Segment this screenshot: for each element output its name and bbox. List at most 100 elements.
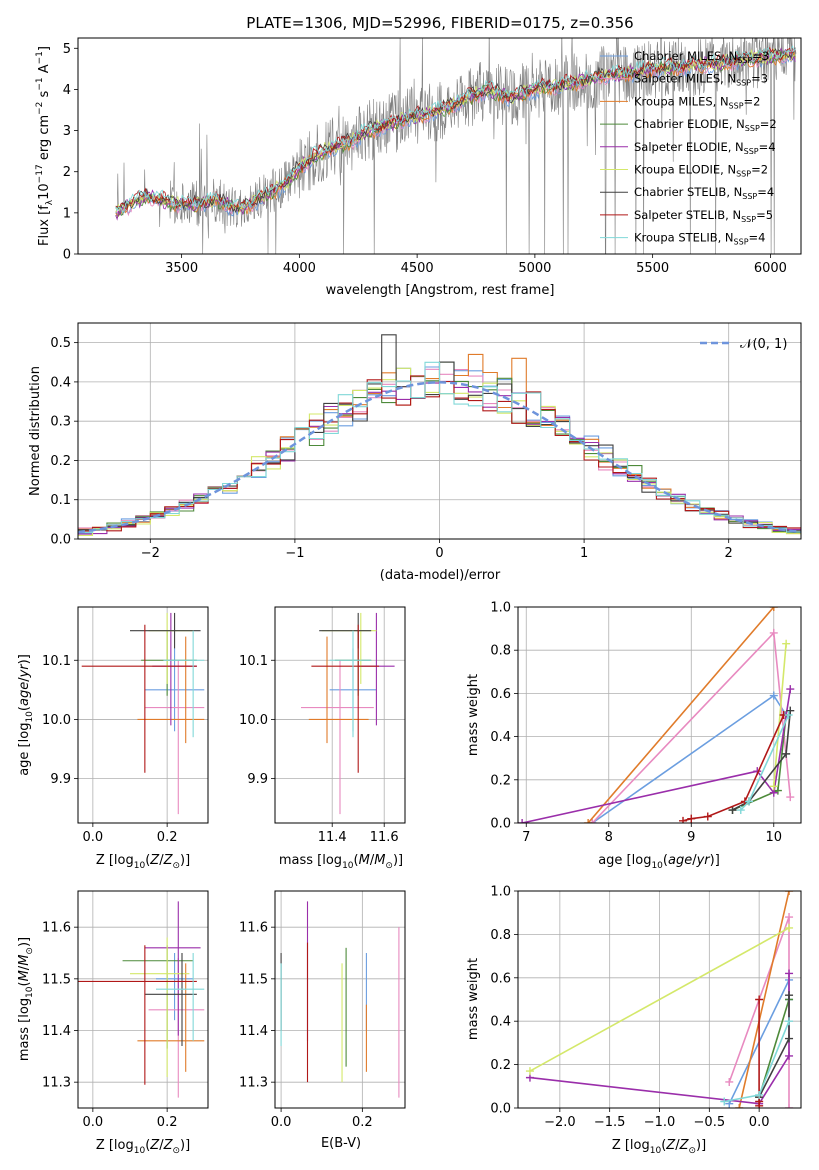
- weight-vs-metallicity-ticks: −2.0 −1.5 −1.0 −0.5 0.0 0.0 0.2 0.4 0.6 0.8 1.0: [490, 885, 769, 1131]
- errorbar-point: [81, 624, 197, 773]
- y-tick-label: 0.0: [490, 1102, 511, 1117]
- weight-series-line: [738, 891, 790, 1108]
- weight-marker: [782, 639, 791, 648]
- y-tick-label: 9.9: [247, 772, 268, 787]
- age-vs-mass-panel: 11.4 11.6 9.9 10.0 10.1 mass [log10(M/M⊙)]: [239, 606, 406, 871]
- errorbar-point: [78, 945, 197, 1085]
- x-tick-label: 6000: [754, 261, 787, 276]
- errorbar-point: [122, 945, 194, 1049]
- weight-marker: [679, 816, 688, 823]
- y-tick-label: 1.0: [490, 601, 511, 616]
- age-vs-metallicity-plot-area: [78, 607, 208, 823]
- age-vs-metallicity-frame: [77, 606, 209, 824]
- clipped-marks: [275, 891, 405, 1108]
- y-tick-label: 1: [63, 206, 71, 221]
- clipped-marks: [518, 891, 801, 1108]
- x-tick-label: 4000: [283, 261, 316, 276]
- mass-vs-metallicity-panel: 0.0 0.2 11.3 11.4 11.5 11.6 Z [log10(Z/Z⊙)] m…: [17, 890, 209, 1156]
- x-tick-label: 9: [687, 830, 695, 845]
- y-tick-label: 0.6: [490, 971, 511, 986]
- errorbar-point: [358, 612, 395, 726]
- weight-marker: [687, 814, 696, 823]
- y-tick-label: 9.9: [50, 772, 71, 787]
- y-tick-label: 11.3: [239, 1076, 268, 1091]
- y-tick-label: 11.5: [239, 972, 268, 987]
- y-tick-label: 10.0: [42, 713, 71, 728]
- spectrum-ticks: 3500 4000 4500 5000 5500 6000 0 1 2 3 4 5: [63, 42, 787, 276]
- age-vs-mass-frame: [274, 606, 406, 824]
- y-tick-label: 11.5: [42, 972, 71, 987]
- x-tick-label: 0.2: [157, 830, 178, 845]
- x-tick-label: 11.4: [318, 830, 347, 845]
- weight-series: [679, 711, 788, 823]
- weight-marker: [786, 685, 795, 694]
- y-tick-label: 0.0: [490, 817, 511, 832]
- y-tick-label: 11.6: [42, 921, 71, 936]
- legend-entry: Salpeter MILES, NSSP=3: [634, 72, 768, 88]
- weight-marker: [769, 691, 778, 700]
- weight-marker: [584, 819, 593, 823]
- errorbar-point: [144, 953, 197, 1046]
- weight-marker: [785, 969, 794, 978]
- y-tick-label: 0.0: [50, 533, 71, 548]
- y-tick-label: 0.4: [490, 730, 511, 745]
- x-tick-label: −1.5: [594, 1115, 626, 1130]
- weight-series: [588, 628, 795, 823]
- legend-entry: Salpeter ELODIE, NSSP=4: [634, 140, 776, 156]
- weight-marker: [782, 749, 791, 758]
- age-vs-mass-xlabel: mass [log10(M/M⊙)]: [279, 853, 403, 871]
- legend-entry: Chabrier MILES, NSSP=3: [634, 49, 769, 65]
- weight-vs-age-ylabel: mass weight: [466, 674, 481, 756]
- y-tick-label: 10.1: [42, 654, 71, 669]
- weight-series: [735, 891, 794, 1108]
- weight-marker: [785, 1017, 794, 1026]
- age-vs-metallicity-ylabel: age [log10(age/yr)]: [17, 654, 35, 776]
- errorbar-point: [163, 630, 205, 738]
- weight-marker: [769, 628, 778, 637]
- residuals-panel: −2 −1 0 1 2 0.0 0.1 0.2 0.3 0.4 0.5 (data-model)/e…: [28, 322, 802, 583]
- weight-marker: [769, 782, 778, 791]
- weight-marker: [786, 706, 795, 715]
- weight-marker: [703, 812, 712, 821]
- x-tick-label: 1: [580, 546, 588, 561]
- y-tick-label: 0: [63, 248, 71, 263]
- errorbar-point: [144, 648, 205, 732]
- weight-vs-age-frame: [517, 606, 802, 824]
- x-tick-label: −0.5: [694, 1115, 726, 1130]
- y-tick-label: 0.2: [50, 454, 71, 469]
- legend-entry: Kroupa ELODIE, NSSP=2: [634, 163, 768, 179]
- weight-marker: [784, 711, 793, 719]
- mass-vs-extinction-panel: 0.0 0.2 11.3 11.4 11.5 11.6 E(B-V): [239, 890, 406, 1151]
- x-tick-label: 3500: [165, 261, 198, 276]
- weight-marker: [785, 913, 794, 922]
- errorbar-point: [311, 624, 379, 773]
- y-tick-label: 10.0: [239, 713, 268, 728]
- x-tick-label: 0.2: [157, 1115, 178, 1130]
- x-tick-label: 0.0: [83, 1115, 104, 1130]
- y-tick-label: 0.1: [50, 493, 71, 508]
- weight-marker: [773, 786, 782, 795]
- y-tick-label: 11.4: [42, 1024, 71, 1039]
- spectrum-panel: 3500 4000 4500 5000 5500 6000 0 1 2 3 4 5 wavelengt…: [35, 37, 802, 298]
- mass-vs-metallicity-ylabel: mass [log10(M/M⊙)]: [17, 937, 35, 1061]
- weight-marker: [785, 1051, 794, 1060]
- weight-series: [736, 711, 793, 815]
- observed-spectrum-line: [115, 38, 797, 254]
- residuals-ticks: −2 −1 0 1 2 0.0 0.1 0.2 0.3 0.4 0.5: [50, 336, 733, 561]
- y-tick-label: 0.8: [490, 644, 511, 659]
- errorbar-point: [130, 612, 201, 649]
- x-tick-label: 5000: [518, 261, 551, 276]
- weight-vs-age-plot-area: [518, 607, 801, 823]
- clipped-marks: [78, 607, 208, 823]
- y-tick-label: 0.6: [490, 687, 511, 702]
- errorbar-point: [301, 660, 374, 815]
- x-tick-label: 2: [725, 546, 733, 561]
- mass-vs-extinction-xlabel: E(B-V): [321, 1136, 361, 1151]
- weight-marker: [785, 1104, 794, 1108]
- errorbar-point: [141, 630, 197, 696]
- x-tick-label: 5500: [636, 261, 669, 276]
- y-tick-label: 0.8: [490, 928, 511, 943]
- y-tick-label: 0.2: [490, 773, 511, 788]
- weight-marker: [525, 1067, 534, 1076]
